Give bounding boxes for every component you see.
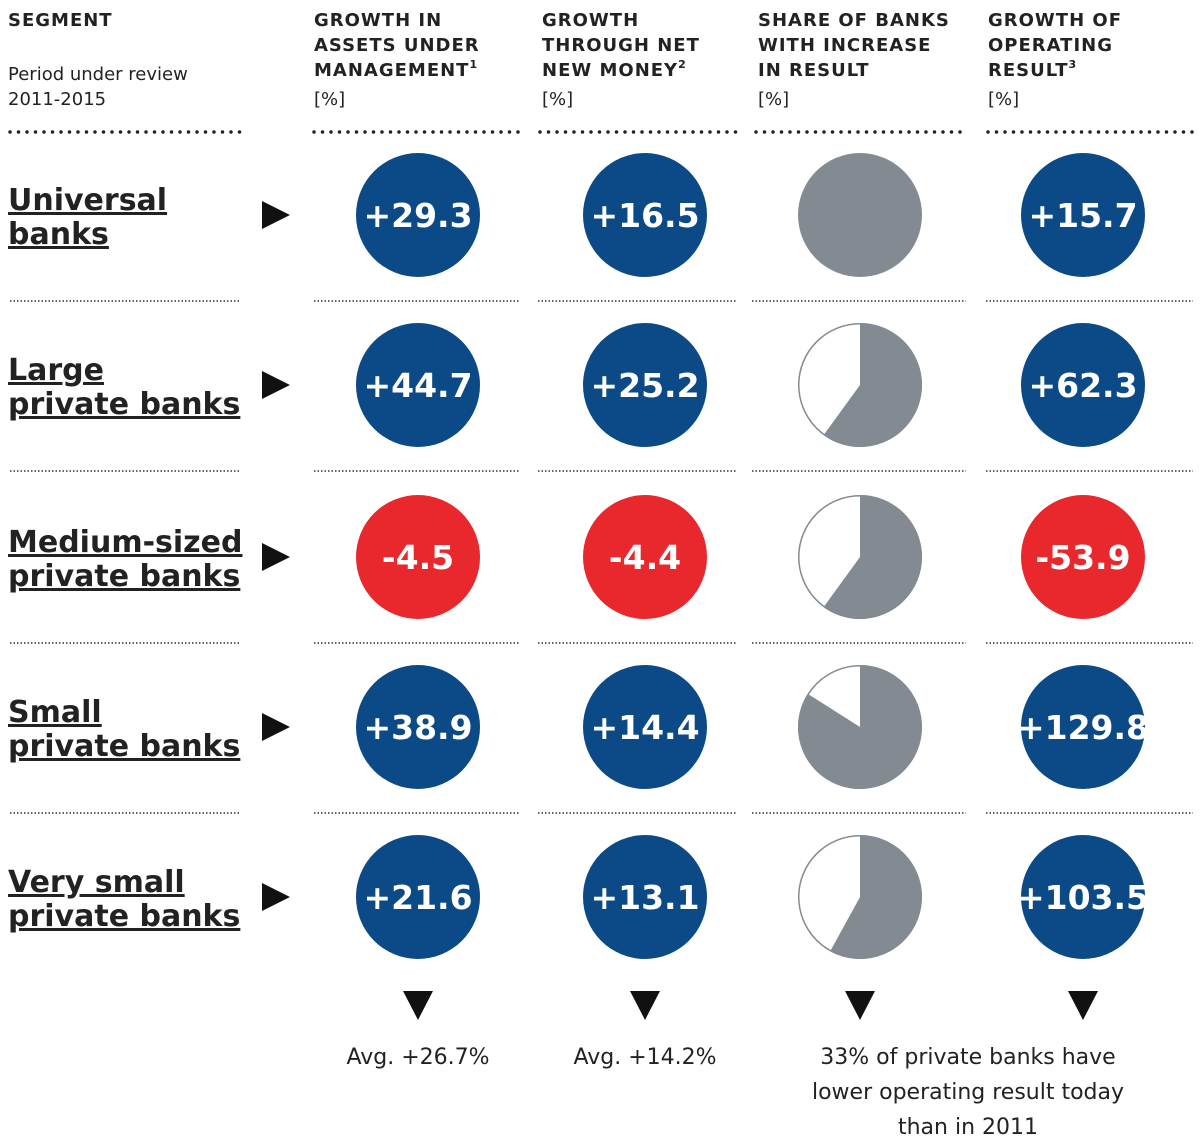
unit: [%] (988, 89, 1019, 110)
value-circle (1021, 835, 1145, 959)
value-label: +13.1 (590, 878, 699, 917)
value-circle (1021, 153, 1145, 277)
share-pie (798, 665, 922, 789)
period: 2011-2015 (8, 89, 106, 110)
column-header: OPERATING (988, 35, 1113, 56)
column-header: IN RESULT (758, 60, 870, 81)
footnote-mark: 1 (469, 58, 478, 71)
column-header: NEW MONEY2 (542, 58, 687, 81)
arrow (262, 543, 290, 571)
down-arrow (403, 991, 433, 1020)
row-label: Very small (8, 865, 185, 900)
value-circle (356, 153, 480, 277)
row-label: private banks (8, 899, 240, 934)
period-label: Period under review (8, 64, 188, 85)
unit: [%] (758, 89, 789, 110)
footnote-mark: 3 (1069, 58, 1078, 71)
value-circle (356, 835, 480, 959)
column-header: GROWTH OF (988, 10, 1122, 31)
value-label: -4.5 (382, 538, 454, 577)
down-arrow (845, 991, 875, 1020)
row-label: Large (8, 353, 104, 388)
footer-text: lower operating result today (812, 1080, 1124, 1105)
value-circle (1021, 495, 1145, 619)
column-header: WITH INCREASE (758, 35, 931, 56)
value-label: +29.3 (363, 196, 472, 235)
share-pie (823, 323, 922, 447)
segment-header: SEGMENT (8, 10, 113, 31)
value-label: -53.9 (1035, 538, 1130, 577)
value-label: +25.2 (590, 366, 699, 405)
column-header: SHARE OF BANKS (758, 10, 950, 31)
arrow (262, 371, 290, 399)
column-header: ASSETS UNDER (314, 35, 480, 56)
arrow (262, 883, 290, 911)
arrow (262, 713, 290, 741)
column-header: GROWTH (542, 10, 639, 31)
row-label: Small (8, 695, 102, 730)
value-label: +103.5 (1017, 878, 1149, 917)
unit: [%] (542, 89, 573, 110)
value-circle (583, 665, 707, 789)
column-header: RESULT3 (988, 58, 1077, 81)
row-label: private banks (8, 387, 240, 422)
unit: [%] (314, 89, 345, 110)
footer-text: Avg. +14.2% (573, 1045, 716, 1070)
value-circle (1021, 665, 1145, 789)
value-label: +16.5 (590, 196, 699, 235)
value-label: +129.8 (1017, 708, 1149, 747)
value-circle (583, 835, 707, 959)
row-label: Medium-sized (8, 525, 242, 560)
column-header: GROWTH IN (314, 10, 442, 31)
footnote-mark: 2 (678, 58, 687, 71)
row-label: banks (8, 217, 109, 252)
down-arrow (1068, 991, 1098, 1020)
footer-text: than in 2011 (898, 1115, 1038, 1140)
arrow (262, 201, 290, 229)
row-label: Universal (8, 183, 167, 218)
footer-text: Avg. +26.7% (346, 1045, 489, 1070)
value-label: +15.7 (1028, 196, 1137, 235)
value-circle (356, 495, 480, 619)
column-header: MANAGEMENT1 (314, 58, 478, 81)
share-pie (830, 835, 923, 960)
value-label: +38.9 (363, 708, 472, 747)
value-label: +62.3 (1028, 366, 1137, 405)
value-circle (583, 323, 707, 447)
value-label: +21.6 (363, 878, 472, 917)
value-label: +44.7 (363, 366, 472, 405)
value-circle (356, 323, 480, 447)
value-circle (583, 153, 707, 277)
row-label: private banks (8, 729, 240, 764)
footer-text: 33% of private banks have (820, 1045, 1115, 1070)
row-label: private banks (8, 559, 240, 594)
down-arrow (630, 991, 660, 1020)
share-pie (823, 495, 922, 619)
value-label: -4.4 (609, 538, 681, 577)
value-circle (1021, 323, 1145, 447)
value-circle (583, 495, 707, 619)
column-header: THROUGH NET (542, 35, 700, 56)
share-pie (798, 153, 922, 277)
value-circle (356, 665, 480, 789)
value-label: +14.4 (590, 708, 699, 747)
